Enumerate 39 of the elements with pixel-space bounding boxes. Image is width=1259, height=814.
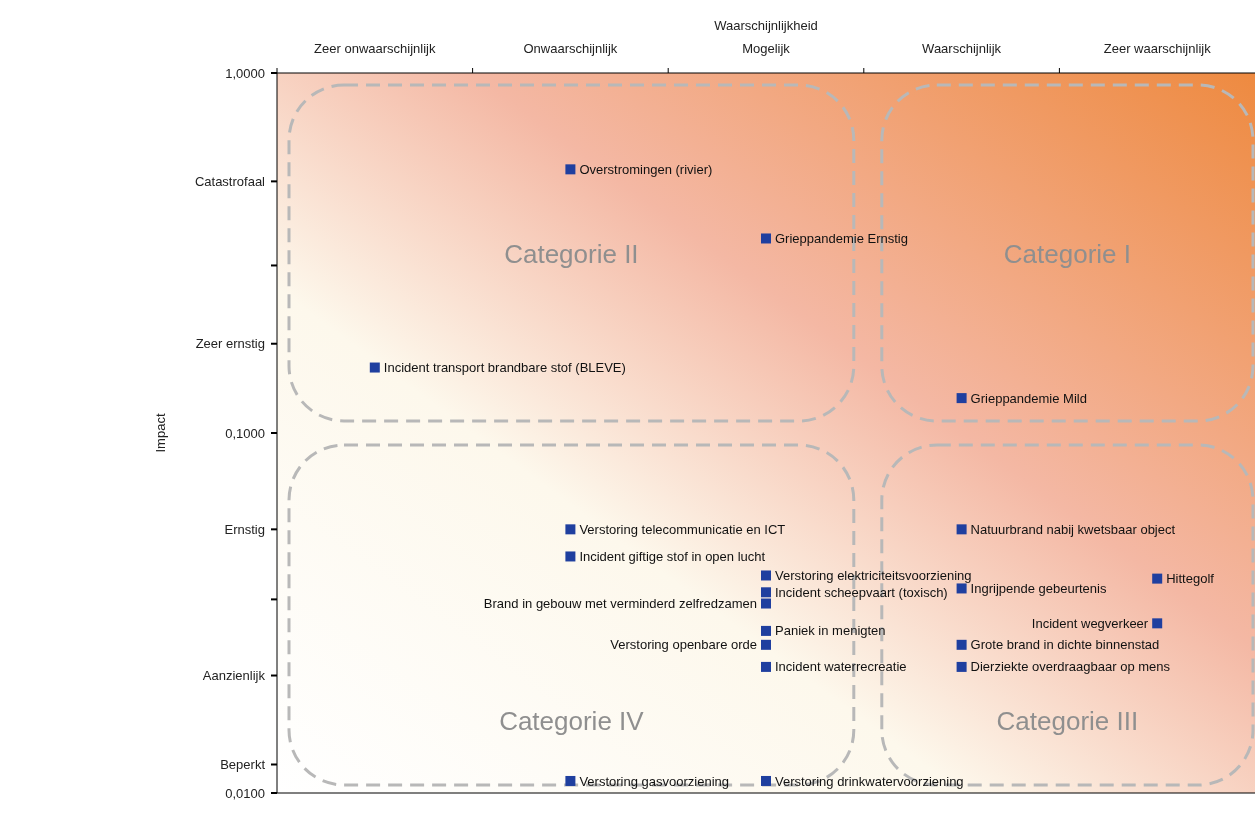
y-tick-label: 0,1000 (225, 425, 265, 441)
annotation: Overstromingen (rivier) (579, 161, 713, 177)
annotation: Verstoring gasvoorziening (579, 773, 729, 789)
x-axis-title: Waarschijnlijkheid (714, 18, 818, 33)
annotation: Incident giftige stof in open lucht (579, 549, 766, 565)
x-tick-label: Zeer onwaarschijnlijk (314, 41, 436, 56)
x-tick-label: Waarschijnlijk (922, 41, 1002, 56)
annotation: Dierziekte overdraagbaar op mens (970, 659, 1171, 675)
y-tick-label: Ernstig (224, 521, 265, 537)
annotation: Verstoring openbare orde (610, 637, 757, 653)
annotation: Verstoring telecommunicatie en ICT (579, 521, 786, 537)
x-tick-label: Mogelijk (742, 41, 791, 56)
y-tick-label: Zeer ernstig (195, 336, 265, 352)
annotation: Categorie I (1003, 239, 1131, 269)
annotation: Incident wegverkeer (1031, 615, 1149, 631)
annotation: Brand in gebouw met verminderd zelfredzamen (483, 596, 757, 612)
y-tick-label: Catastrofaal (194, 173, 266, 189)
y-tick-label: 1,0000 (225, 65, 265, 81)
annotation: Incident scheepvaart (toxisch) (775, 584, 948, 600)
y-axis-title: Impact (153, 413, 168, 453)
x-tick-label: Onwaarschijnlijk (523, 41, 618, 56)
annotation: Grote brand in dichte binnenstad (970, 637, 1160, 653)
annotation: Verstoring drinkwatervoorziening (775, 773, 964, 789)
annotation: Verstoring elektriciteitsvoorziening (775, 568, 972, 584)
annotation: Incident waterrecreatie (775, 659, 907, 675)
annotation: Ingrijpende gebeurtenis (970, 581, 1107, 596)
annotation: Categorie II (504, 239, 639, 269)
annotation: Grieppandemie Ernstig (775, 231, 908, 247)
annotation: Categorie III (996, 706, 1139, 736)
annotation: Grieppandemie Mild (970, 390, 1087, 406)
annotation: Categorie IV (499, 706, 645, 736)
y-tick-label: Beperkt (220, 757, 266, 773)
y-tick-label: 0,0100 (225, 785, 265, 801)
annotation: Incident transport brandbare stof (BLEVE) (383, 360, 626, 376)
annotation: Natuurbrand nabij kwetsbaar object (970, 521, 1176, 537)
annotation: Hittegolf (1166, 571, 1215, 587)
annotation: Paniek in menigten (775, 623, 886, 639)
x-tick-label: Zeer waarschijnlijk (1103, 41, 1212, 56)
y-tick-label: Aanzienlijk (202, 668, 266, 684)
